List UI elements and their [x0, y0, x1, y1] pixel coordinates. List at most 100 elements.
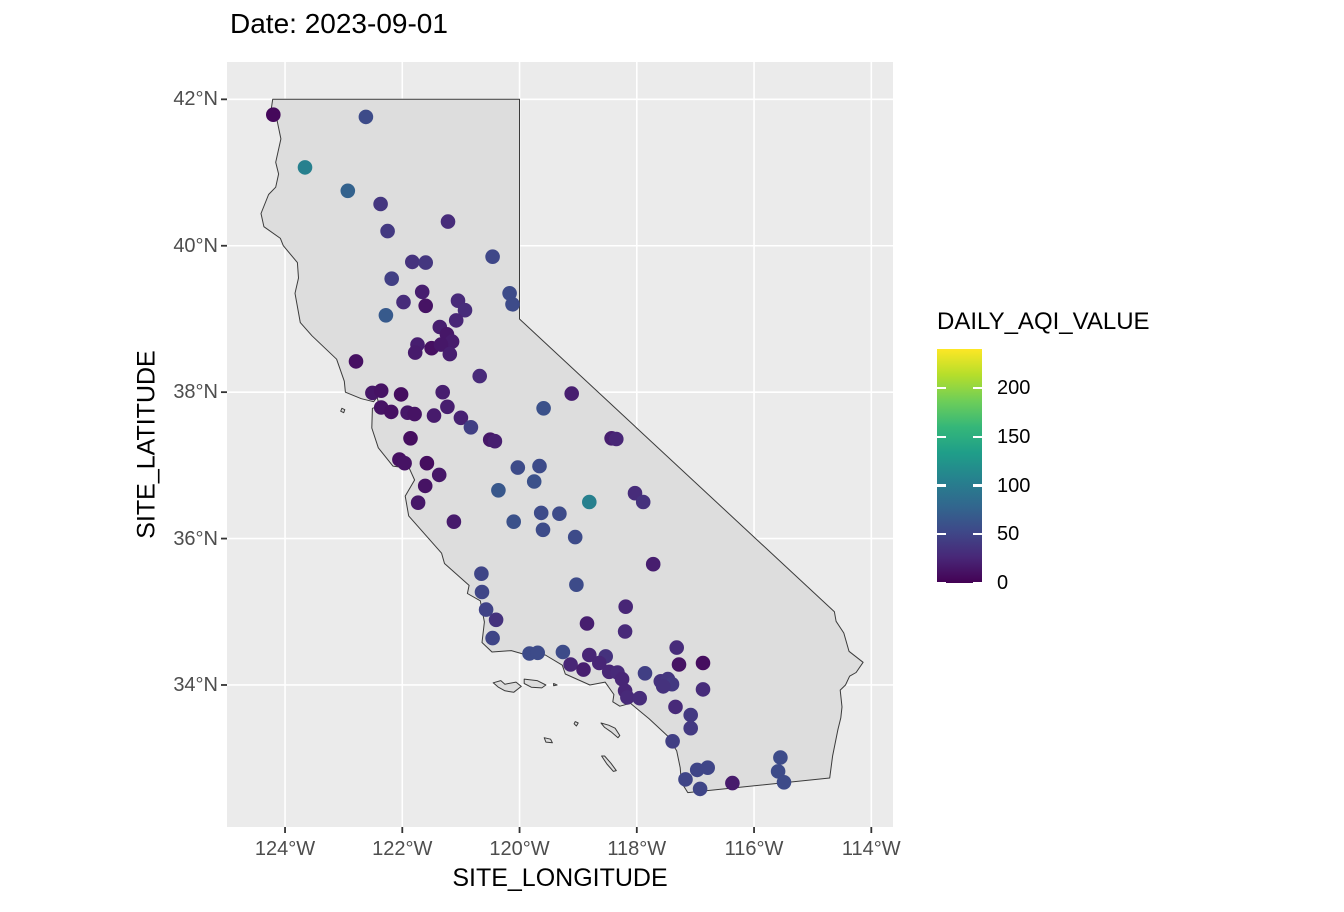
aqi-point [637, 666, 653, 681]
aqi-point [552, 506, 567, 521]
aqi-point [419, 455, 435, 471]
legend-colorbar [937, 349, 982, 583]
aqi-point [770, 764, 786, 779]
aqi-point [297, 160, 313, 175]
aqi-point [576, 662, 591, 677]
aqi-point [506, 514, 521, 529]
aqi-point [700, 760, 715, 775]
aqi-point [378, 308, 394, 323]
aqi-point [407, 345, 423, 360]
legend-tick-mark [937, 435, 946, 438]
aqi-point [442, 346, 458, 362]
aqi-point [383, 404, 399, 420]
aqi-point [609, 431, 624, 447]
aqi-point [502, 286, 517, 301]
aqi-point [448, 313, 464, 328]
aqi-point [505, 297, 520, 312]
aqi-point [692, 781, 708, 797]
aqi-point [695, 655, 711, 671]
aqi-point [440, 214, 456, 229]
y-tick-label: 36°N [173, 527, 218, 550]
aqi-point [453, 410, 469, 426]
aqi-point [433, 337, 449, 352]
aqi-point [683, 720, 698, 736]
x-tick-label: 116°W [724, 838, 784, 860]
aqi-point [472, 368, 488, 384]
aqi-point [446, 514, 462, 529]
aqi-point [725, 775, 740, 791]
aqi-point [592, 655, 607, 671]
aqi-point [488, 612, 504, 628]
aqi-point [671, 657, 687, 672]
legend-tick-label: 200 [997, 377, 1031, 399]
legend-tick-mark [973, 435, 982, 438]
aqi-point [340, 183, 356, 199]
axis-tick-marks [221, 98, 873, 833]
legend-tick-mark [937, 533, 946, 536]
legend-tick-mark [937, 581, 946, 583]
aqi-point [485, 249, 500, 264]
aqi-point [440, 399, 455, 415]
aqi-point [567, 529, 583, 545]
aqi-point [435, 384, 451, 400]
aqi-point [410, 495, 426, 511]
aqi-point [358, 109, 374, 125]
aqi-point [403, 431, 418, 446]
aqi-point [530, 645, 545, 661]
legend-tick-mark [973, 533, 982, 536]
island-polygon [523, 678, 547, 689]
aqi-point [418, 298, 434, 314]
aqi-point [533, 505, 549, 521]
aqi-point [569, 577, 584, 592]
y-tick-label: 42°N [173, 88, 218, 111]
y-tick-label: 38°N [173, 381, 218, 404]
aqi-point [485, 630, 500, 646]
aqi-point [695, 682, 711, 697]
legend-tick-mark [973, 581, 982, 583]
aqi-point [614, 671, 630, 687]
island-polygon [553, 683, 558, 687]
aqi-point [563, 657, 578, 672]
aqi-point [632, 690, 647, 706]
aqi-point [526, 474, 542, 489]
aqi-point [417, 478, 433, 494]
aqi-point [396, 294, 411, 310]
x-axis-title: SITE_LONGITUDE [452, 864, 668, 892]
aqi-point [474, 566, 489, 581]
y-tick-label: 40°N [173, 234, 218, 257]
aqi-point [579, 616, 595, 631]
aqi-point [655, 679, 671, 694]
aqi-point [431, 467, 447, 483]
legend-tick-label: 100 [997, 474, 1031, 497]
aqi-point [535, 522, 551, 538]
island-polygon [600, 722, 621, 739]
aqi-point [487, 433, 503, 449]
legend-title: DAILY_AQI_VALUE [937, 308, 1150, 335]
aqi-point [407, 406, 422, 422]
aqi-point [510, 460, 526, 475]
legend-tick-label: 0 [997, 572, 1009, 594]
aqi-point [678, 772, 693, 787]
aqi-point [266, 107, 281, 122]
aqi-point [645, 556, 661, 572]
aqi-point [474, 584, 490, 600]
aqi-point [348, 354, 364, 369]
aqi-point [463, 420, 479, 435]
x-tick-label: 122°W [372, 838, 433, 860]
aqi-point [555, 644, 571, 660]
aqi-point [384, 271, 400, 287]
aqi-point [618, 599, 633, 614]
island-polygon [543, 737, 553, 744]
aqi-point [478, 602, 494, 617]
island-polygon [492, 680, 522, 693]
legend-tick-label: 50 [997, 523, 1020, 546]
aqi-points [266, 107, 792, 797]
aqi-point [564, 386, 579, 401]
aqi-point [635, 494, 651, 510]
island-polygon [573, 721, 579, 727]
aqi-point [683, 707, 698, 723]
y-tick-label: 34°N [173, 673, 218, 696]
aqi-point [397, 455, 412, 471]
x-tick-label: 118°W [607, 838, 667, 860]
y-axis-title: SITE_LATITUDE [132, 350, 161, 539]
